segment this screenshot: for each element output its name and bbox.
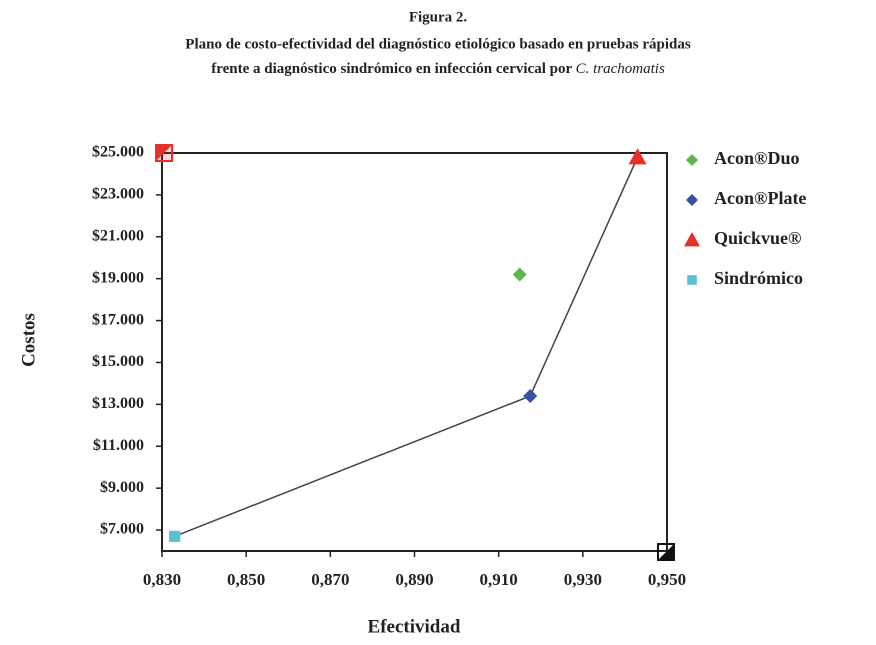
y-tick-label: $21.000 (92, 227, 144, 244)
y-tick-label: $19.000 (92, 269, 144, 286)
y-tick-label: $7.000 (100, 521, 144, 538)
x-tick-label: 0,890 (395, 570, 433, 589)
point (512, 267, 527, 282)
frontier-line (174, 156, 639, 538)
legend-marker (687, 275, 697, 285)
y-tick-label: $25.000 (92, 144, 144, 161)
y-tick-label: $15.000 (92, 353, 144, 370)
y-axis-label: Costos (18, 313, 39, 367)
legend-label: Acon®Plate (714, 188, 806, 208)
x-tick-label: 0,910 (480, 570, 518, 589)
x-tick-label: 0,870 (311, 570, 349, 589)
y-tick-label: $17.000 (92, 311, 144, 328)
chart-title: Plano de costo-efectividad del diagnósti… (185, 36, 691, 52)
figure-label: Figura 2. (409, 9, 468, 25)
corner-marker (156, 145, 172, 161)
title-italic: C. trachomatis (576, 61, 665, 77)
legend-label: Quickvue® (714, 228, 801, 248)
title-text: frente a diagnóstico sindrómico en infec… (211, 61, 575, 77)
legend-marker (686, 154, 698, 166)
point (169, 530, 181, 542)
x-tick-label: 0,930 (564, 570, 602, 589)
y-tick-label: $23.000 (92, 186, 144, 203)
legend-label: Sindrómico (714, 268, 803, 288)
plot-frame (161, 152, 668, 552)
legend-marker (686, 194, 698, 206)
x-tick-label: 0,950 (648, 570, 686, 589)
point (523, 388, 538, 403)
y-tick-label: $9.000 (100, 479, 144, 496)
legend-marker (684, 232, 700, 247)
x-axis-label: Efectividad (368, 616, 461, 637)
chart-title: frente a diagnóstico sindrómico en infec… (211, 61, 665, 77)
point (628, 148, 647, 165)
legend-label: Acon®Duo (714, 148, 799, 168)
x-tick-label: 0,830 (143, 570, 181, 589)
corner-marker (658, 544, 674, 560)
y-tick-label: $11.000 (93, 437, 144, 454)
y-tick-label: $13.000 (92, 395, 144, 412)
x-tick-label: 0,850 (227, 570, 265, 589)
